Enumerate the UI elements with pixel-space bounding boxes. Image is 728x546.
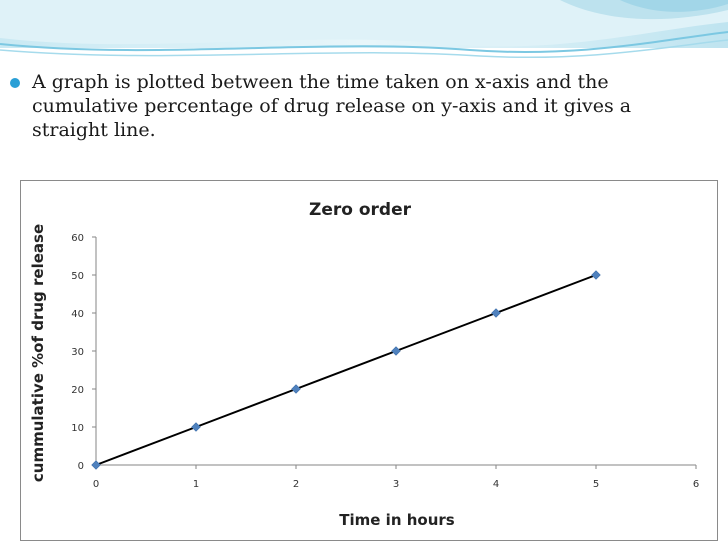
zero-order-chart: Zero order Time in hours cummulative %of… bbox=[29, 200, 699, 529]
data-point-marker bbox=[291, 384, 301, 394]
x-tick-label: 4 bbox=[493, 479, 499, 490]
slide-banner bbox=[0, 0, 728, 59]
data-point-marker bbox=[91, 460, 101, 470]
x-tick-label: 3 bbox=[393, 479, 399, 490]
y-tick-label: 30 bbox=[71, 347, 84, 358]
bullet-text: A graph is plotted between the time take… bbox=[32, 71, 632, 141]
x-axis-label: Time in hours bbox=[339, 511, 455, 529]
data-series bbox=[91, 270, 601, 470]
y-tick-label: 50 bbox=[71, 271, 84, 282]
data-point-marker bbox=[491, 308, 501, 318]
axis-ticks: 0 10 20 30 40 50 60 0 1 2 3 4 5 6 bbox=[71, 233, 699, 490]
y-tick-label: 0 bbox=[78, 461, 84, 472]
x-tick-label: 1 bbox=[193, 479, 199, 490]
chart-title: Zero order bbox=[309, 200, 412, 220]
series-line bbox=[95, 274, 597, 466]
y-tick-label: 60 bbox=[71, 233, 84, 244]
data-point-marker bbox=[591, 270, 601, 280]
data-point-marker bbox=[191, 422, 201, 432]
x-tick-label: 0 bbox=[93, 479, 99, 490]
x-tick-label: 5 bbox=[593, 479, 599, 490]
bullet-icon bbox=[10, 78, 20, 88]
chart-frame: Zero order Time in hours cummulative %of… bbox=[20, 180, 718, 541]
data-point-marker bbox=[391, 346, 401, 356]
y-axis-label: cummulative %of drug release bbox=[29, 224, 47, 482]
y-tick-label: 10 bbox=[71, 423, 84, 434]
y-tick-label: 40 bbox=[71, 309, 84, 320]
x-tick-label: 2 bbox=[293, 479, 299, 490]
x-tick-label: 6 bbox=[693, 479, 699, 490]
axes bbox=[95, 237, 696, 466]
y-tick-label: 20 bbox=[71, 385, 84, 396]
